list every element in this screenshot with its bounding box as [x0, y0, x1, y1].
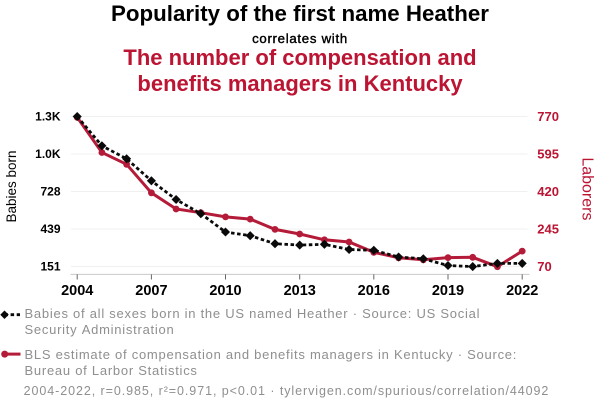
svg-text:2022: 2022 [506, 283, 538, 299]
svg-text:439: 439 [40, 222, 60, 236]
svg-text:245: 245 [537, 222, 559, 237]
svg-text:420: 420 [537, 184, 559, 199]
svg-text:Babies born: Babies born [4, 150, 19, 222]
svg-text:770: 770 [537, 109, 559, 124]
svg-text:Laborers: Laborers [579, 157, 596, 220]
svg-text:1.3K: 1.3K [35, 110, 61, 124]
svg-text:70: 70 [537, 259, 551, 274]
svg-text:2007: 2007 [135, 283, 167, 299]
svg-text:595: 595 [537, 147, 559, 162]
svg-text:2010: 2010 [209, 283, 241, 299]
svg-text:2004: 2004 [61, 283, 93, 299]
svg-text:2019: 2019 [432, 283, 464, 299]
svg-text:2016: 2016 [358, 283, 390, 299]
svg-text:151: 151 [40, 260, 60, 274]
svg-text:2013: 2013 [284, 283, 316, 299]
svg-text:1.0K: 1.0K [35, 147, 61, 161]
svg-text:728: 728 [40, 185, 60, 199]
